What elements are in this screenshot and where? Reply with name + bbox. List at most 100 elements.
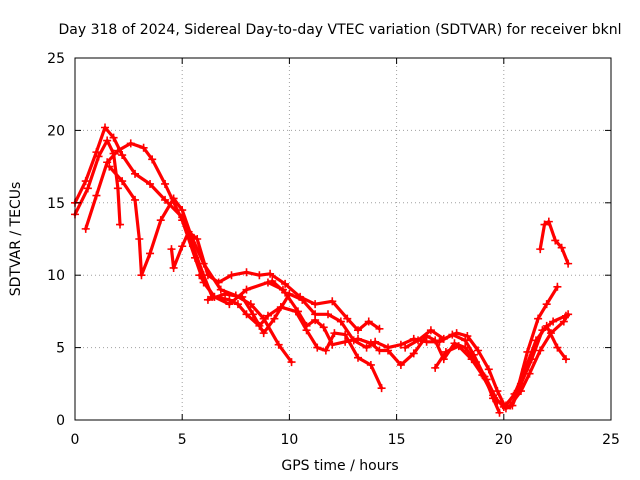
data-point: [396, 340, 405, 349]
data-point: [546, 329, 555, 338]
data-point: [203, 271, 212, 280]
x-tick-label: 0: [71, 432, 80, 448]
data-point: [354, 326, 363, 335]
data-point: [542, 300, 551, 309]
data-point: [242, 268, 251, 277]
series-track-5: [167, 227, 384, 335]
data-point: [426, 326, 435, 335]
data-point: [375, 324, 384, 333]
data-point: [103, 158, 112, 167]
x-tick-label: 25: [602, 432, 620, 448]
data-point: [255, 271, 264, 280]
data-point: [489, 391, 498, 400]
data-point: [463, 332, 472, 341]
plot-frame: [74, 57, 612, 421]
data-point: [549, 317, 558, 326]
data-point: [474, 346, 483, 355]
data-point: [161, 179, 170, 188]
data-point: [493, 387, 502, 396]
data-point: [137, 271, 146, 280]
series-line: [403, 314, 568, 410]
data-point: [169, 194, 178, 203]
data-point: [377, 384, 386, 393]
data-point: [452, 329, 461, 338]
data-point: [191, 253, 200, 262]
data-point: [431, 336, 440, 345]
data-point: [131, 195, 140, 204]
data-point: [364, 317, 373, 326]
data-point: [139, 143, 148, 152]
data-point: [109, 133, 118, 142]
data-point: [184, 227, 193, 236]
y-tick-label: 10: [47, 268, 65, 284]
data-point: [366, 360, 375, 369]
data-point: [92, 148, 101, 157]
data-point: [113, 184, 122, 193]
data-point: [553, 282, 562, 291]
data-point: [362, 343, 371, 352]
data-point: [167, 245, 176, 254]
data-point: [113, 146, 122, 155]
data-point: [263, 278, 272, 287]
y-axis-label: SDTVAR / TECUs: [8, 182, 24, 297]
data-point: [461, 343, 470, 352]
data-point: [321, 346, 330, 355]
data-point: [94, 152, 103, 161]
data-point: [540, 220, 549, 229]
data-point: [169, 263, 178, 272]
data-point: [214, 278, 223, 287]
data-point: [538, 326, 547, 335]
series-track-12: [536, 217, 573, 268]
x-tick-label: 20: [495, 432, 513, 448]
data-point: [506, 401, 515, 410]
y-tick-label: 5: [56, 341, 65, 357]
data-point: [330, 329, 339, 338]
data-point: [384, 346, 393, 355]
data-point: [274, 340, 283, 349]
data-point: [564, 259, 573, 268]
data-point: [516, 387, 525, 396]
data-point: [101, 123, 110, 132]
data-point: [495, 408, 504, 417]
series-track-11: [506, 310, 573, 410]
series-track-7: [203, 290, 504, 417]
data-point: [557, 243, 566, 252]
series-line: [538, 220, 570, 266]
data-point: [527, 355, 536, 364]
data-point: [311, 316, 320, 325]
series-line: [433, 285, 559, 409]
data-point: [544, 217, 553, 226]
series-track-3: [81, 139, 287, 309]
data-point: [118, 177, 127, 186]
data-point: [281, 288, 290, 297]
data-point: [105, 162, 114, 171]
data-point: [118, 151, 127, 160]
data-point: [227, 271, 236, 280]
series-track-4: [105, 162, 296, 367]
data-point: [414, 336, 423, 345]
x-tick-label: 10: [280, 432, 298, 448]
data-point: [270, 314, 279, 323]
data-point: [323, 310, 332, 319]
data-point: [366, 339, 375, 348]
data-point: [293, 307, 302, 316]
y-tick-label: 20: [47, 123, 65, 139]
data-point: [561, 355, 570, 364]
y-tick-label: 0: [56, 413, 65, 429]
data-point: [313, 343, 322, 352]
data-point: [328, 297, 337, 306]
data-point: [178, 206, 187, 215]
data-point: [161, 195, 170, 204]
data-point: [553, 343, 562, 352]
series-track-10: [431, 282, 562, 411]
data-point: [343, 314, 352, 323]
data-point: [341, 337, 350, 346]
data-point: [328, 340, 337, 349]
data-point: [559, 317, 568, 326]
data-point: [525, 369, 534, 378]
data-point: [523, 347, 532, 356]
data-point: [103, 136, 112, 145]
data-point: [266, 269, 275, 278]
data-point: [203, 295, 212, 304]
grid: [75, 58, 611, 420]
